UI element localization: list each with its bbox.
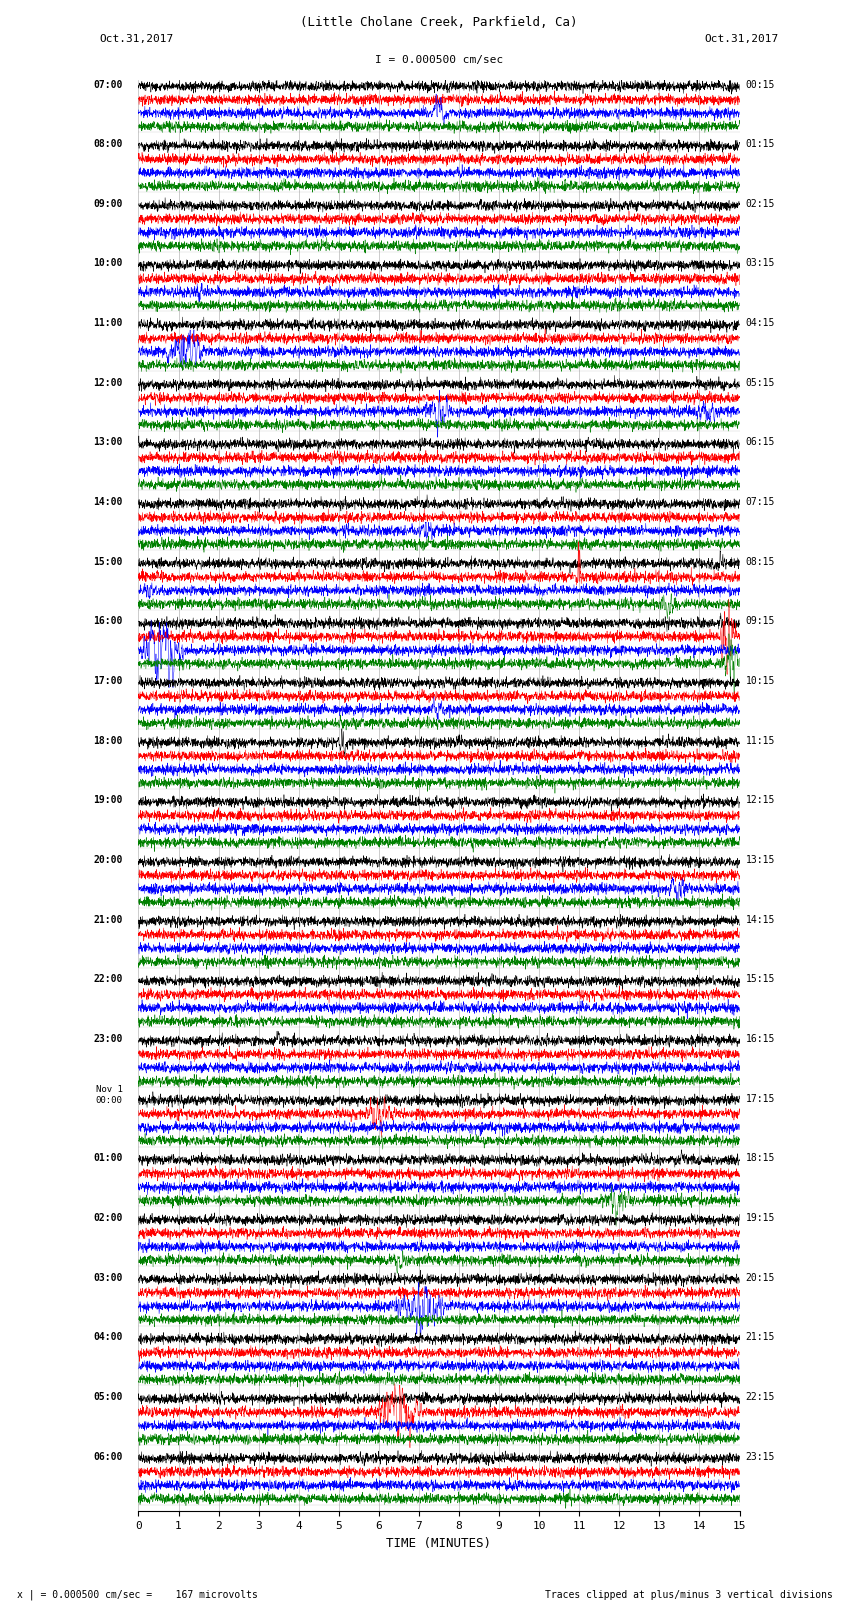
Text: 23:15: 23:15 bbox=[745, 1452, 775, 1461]
Text: (Little Cholane Creek, Parkfield, Ca): (Little Cholane Creek, Parkfield, Ca) bbox=[300, 16, 578, 29]
Text: 15:00: 15:00 bbox=[93, 556, 122, 566]
Text: 18:00: 18:00 bbox=[93, 736, 122, 745]
Text: 10:00: 10:00 bbox=[93, 258, 122, 268]
Text: 14:15: 14:15 bbox=[745, 915, 775, 924]
Text: 20:15: 20:15 bbox=[745, 1273, 775, 1282]
Text: 06:00: 06:00 bbox=[93, 1452, 122, 1461]
Text: 07:15: 07:15 bbox=[745, 497, 775, 506]
Text: x | = 0.000500 cm/sec =    167 microvolts: x | = 0.000500 cm/sec = 167 microvolts bbox=[17, 1589, 258, 1600]
Text: 05:15: 05:15 bbox=[745, 377, 775, 387]
Text: 14:00: 14:00 bbox=[93, 497, 122, 506]
Text: 12:15: 12:15 bbox=[745, 795, 775, 805]
Text: 21:00: 21:00 bbox=[93, 915, 122, 924]
Text: 18:15: 18:15 bbox=[745, 1153, 775, 1163]
Text: 09:15: 09:15 bbox=[745, 616, 775, 626]
Text: 19:15: 19:15 bbox=[745, 1213, 775, 1223]
Text: 20:00: 20:00 bbox=[93, 855, 122, 865]
Text: 04:15: 04:15 bbox=[745, 318, 775, 327]
Text: 04:00: 04:00 bbox=[93, 1332, 122, 1342]
Text: 11:15: 11:15 bbox=[745, 736, 775, 745]
Text: 16:15: 16:15 bbox=[745, 1034, 775, 1044]
Text: 12:00: 12:00 bbox=[93, 377, 122, 387]
Text: 22:00: 22:00 bbox=[93, 974, 122, 984]
Text: 17:00: 17:00 bbox=[93, 676, 122, 686]
Text: 17:15: 17:15 bbox=[745, 1094, 775, 1103]
Text: 13:15: 13:15 bbox=[745, 855, 775, 865]
X-axis label: TIME (MINUTES): TIME (MINUTES) bbox=[387, 1537, 491, 1550]
Text: 11:00: 11:00 bbox=[93, 318, 122, 327]
Text: 15:15: 15:15 bbox=[745, 974, 775, 984]
Text: 07:00: 07:00 bbox=[93, 79, 122, 89]
Text: Nov 1: Nov 1 bbox=[95, 1084, 122, 1094]
Text: 23:00: 23:00 bbox=[93, 1034, 122, 1044]
Text: 16:00: 16:00 bbox=[93, 616, 122, 626]
Text: Traces clipped at plus/minus 3 vertical divisions: Traces clipped at plus/minus 3 vertical … bbox=[545, 1590, 833, 1600]
Text: 03:15: 03:15 bbox=[745, 258, 775, 268]
Text: 08:00: 08:00 bbox=[93, 139, 122, 148]
Text: 02:15: 02:15 bbox=[745, 198, 775, 208]
Text: 08:15: 08:15 bbox=[745, 556, 775, 566]
Text: 02:00: 02:00 bbox=[93, 1213, 122, 1223]
Text: Oct.31,2017: Oct.31,2017 bbox=[99, 34, 173, 44]
Text: 01:00: 01:00 bbox=[93, 1153, 122, 1163]
Text: 21:15: 21:15 bbox=[745, 1332, 775, 1342]
Text: 06:15: 06:15 bbox=[745, 437, 775, 447]
Text: 09:00: 09:00 bbox=[93, 198, 122, 208]
Text: 05:00: 05:00 bbox=[93, 1392, 122, 1402]
Text: 01:15: 01:15 bbox=[745, 139, 775, 148]
Text: Oct.31,2017: Oct.31,2017 bbox=[705, 34, 779, 44]
Text: 22:15: 22:15 bbox=[745, 1392, 775, 1402]
Text: I = 0.000500 cm/sec: I = 0.000500 cm/sec bbox=[375, 55, 503, 65]
Text: 00:00: 00:00 bbox=[95, 1095, 122, 1105]
Text: 00:15: 00:15 bbox=[745, 79, 775, 89]
Text: 19:00: 19:00 bbox=[93, 795, 122, 805]
Text: 10:15: 10:15 bbox=[745, 676, 775, 686]
Text: 03:00: 03:00 bbox=[93, 1273, 122, 1282]
Text: 13:00: 13:00 bbox=[93, 437, 122, 447]
